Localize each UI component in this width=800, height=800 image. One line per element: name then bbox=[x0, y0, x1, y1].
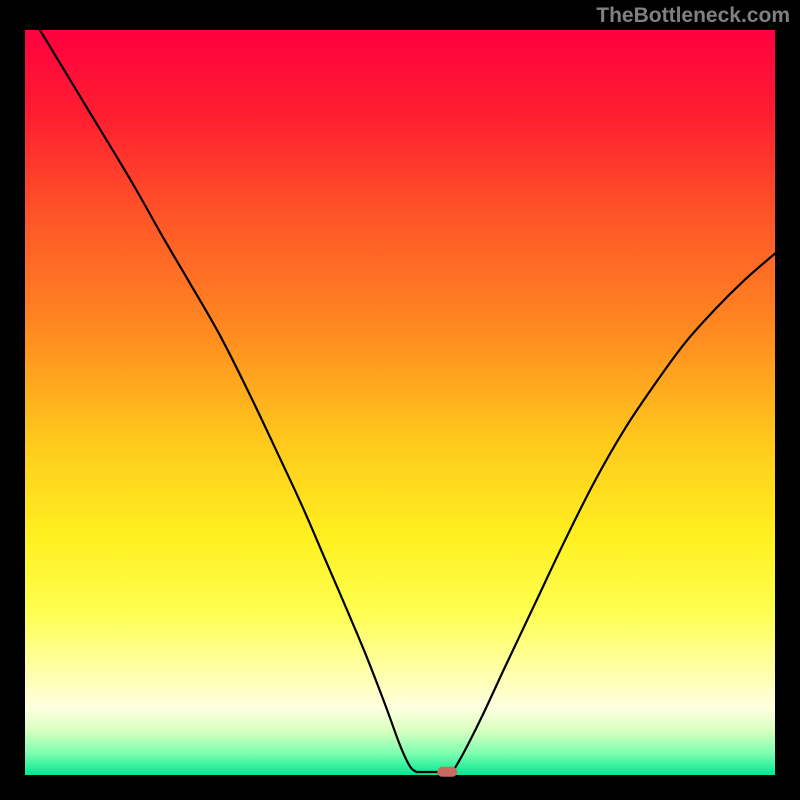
plot-area bbox=[25, 30, 775, 775]
chart-frame: TheBottleneck.com bbox=[0, 0, 800, 800]
gradient-background bbox=[25, 30, 775, 775]
low-point-marker bbox=[438, 767, 458, 777]
plot-svg bbox=[25, 30, 775, 775]
watermark-text: TheBottleneck.com bbox=[596, 4, 790, 28]
